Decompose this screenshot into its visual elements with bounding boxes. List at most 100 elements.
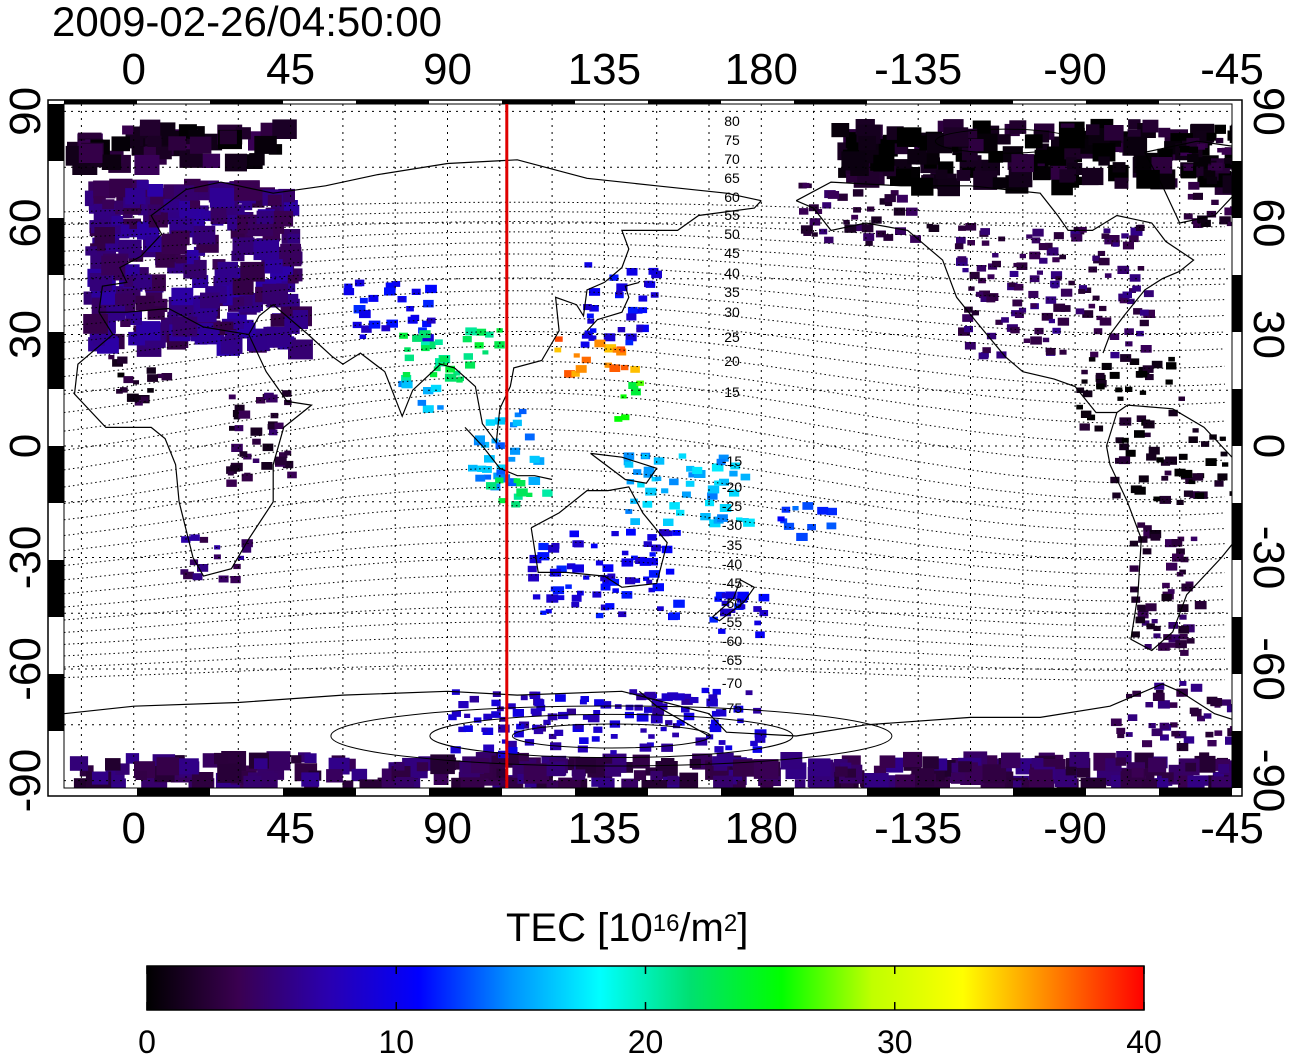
tec-cell [213,554,221,560]
tec-cell [368,294,379,302]
tec-cell [147,374,158,382]
tec-cell [964,342,976,350]
tec-cell [981,352,989,358]
tec-cell [1009,270,1019,277]
tec-cell [1191,218,1201,225]
tec-cell [1226,704,1232,713]
tec-cell [607,573,616,579]
tec-cell [661,488,669,494]
tec-cell [232,237,255,255]
tec-cell [266,751,291,771]
frame-bar [721,788,794,796]
tec-cell [568,756,581,766]
tec-cell [799,208,809,215]
tec-cell [495,477,504,484]
tec-cell [681,706,690,713]
tec-cell [574,778,588,788]
tec-cell [353,305,366,314]
tec-cell [838,167,851,178]
tec-cell [1176,548,1185,555]
tec-cell [626,528,636,536]
tec-cell [117,372,125,378]
coastline [795,181,1195,354]
tec-cell [156,757,180,776]
tec-cell [1078,285,1087,291]
tec-cell [1150,533,1161,541]
tec-cell [669,478,679,486]
tec-cell [752,746,763,753]
tec-cell [1052,257,1060,263]
tec-cell [1101,233,1110,239]
tec-cell [425,284,437,294]
tec-cell [83,314,108,334]
tec-cell [718,628,726,634]
tec-cell [937,178,960,197]
tec-cell [645,487,657,496]
tec-cell [1214,124,1226,134]
tec-region [1076,354,1185,432]
tec-cell [274,422,284,429]
tec-cell [394,777,414,788]
tec-cell [1189,491,1200,499]
tec-cell [434,339,443,345]
tec-cell [1214,730,1223,736]
tec-cell [962,268,969,273]
tec-cell [462,336,472,343]
tec-cell [1211,776,1231,788]
tec-cell [1009,120,1027,134]
magnetic-latitude-line [64,253,1226,286]
magnetic-latitude-label-south: -55 [722,614,742,630]
tec-cell [1167,589,1175,594]
tec-cell [565,584,572,589]
tec-cell [640,728,647,733]
tec-cell [381,325,391,332]
tec-cell [604,763,622,777]
tec-cell [269,429,278,436]
tec-cell [1178,396,1185,401]
tec-cell [745,690,753,696]
tec-cell [740,473,751,481]
right-latitude-label: -90 [1244,749,1292,813]
bottom-longitude-label: -135 [874,804,962,853]
magnetic-latitude-label-south: -65 [722,652,742,668]
magnetic-latitude-label-north: 35 [724,284,740,300]
tec-cell [526,492,533,497]
tec-cell [1130,485,1142,494]
tec-cell [534,699,545,707]
tec-data-layer [65,118,1232,788]
top-longitude-label: 0 [121,45,145,94]
tec-cell [978,277,986,284]
tec-cell [636,713,649,722]
tec-cell [738,604,746,610]
tec-cell [514,412,522,418]
tec-cell [555,694,566,702]
magnetic-latitude-line [64,606,1226,639]
magnetic-latitude-label-north: 75 [724,132,740,148]
tec-cell [1143,290,1154,298]
tec-cell [781,506,791,513]
tec-cell [598,778,615,788]
tec-cell [120,318,131,327]
tec-cell [618,611,627,618]
tec-cell [1192,192,1203,200]
tec-cell [491,755,506,767]
tec-cell [706,734,714,740]
tec-cell [1082,310,1094,318]
tec-cell [267,424,276,430]
tec-cell [1008,168,1033,188]
tec-cell [1125,341,1133,347]
tec-cell [1133,308,1143,315]
tec-cell [1222,699,1231,706]
magnetic-latitude-line [64,664,1226,681]
tec-cell [935,169,948,180]
tec-cell [471,758,490,773]
tec-cell [566,563,576,570]
tec-cell [633,469,642,475]
tec-cell [1046,247,1059,256]
tec-cell [896,194,908,203]
tec-cell [547,713,558,721]
tec-cell [1178,453,1188,460]
tec-region [798,182,940,246]
tec-cell [1217,148,1224,153]
tec-cell [991,260,1001,268]
